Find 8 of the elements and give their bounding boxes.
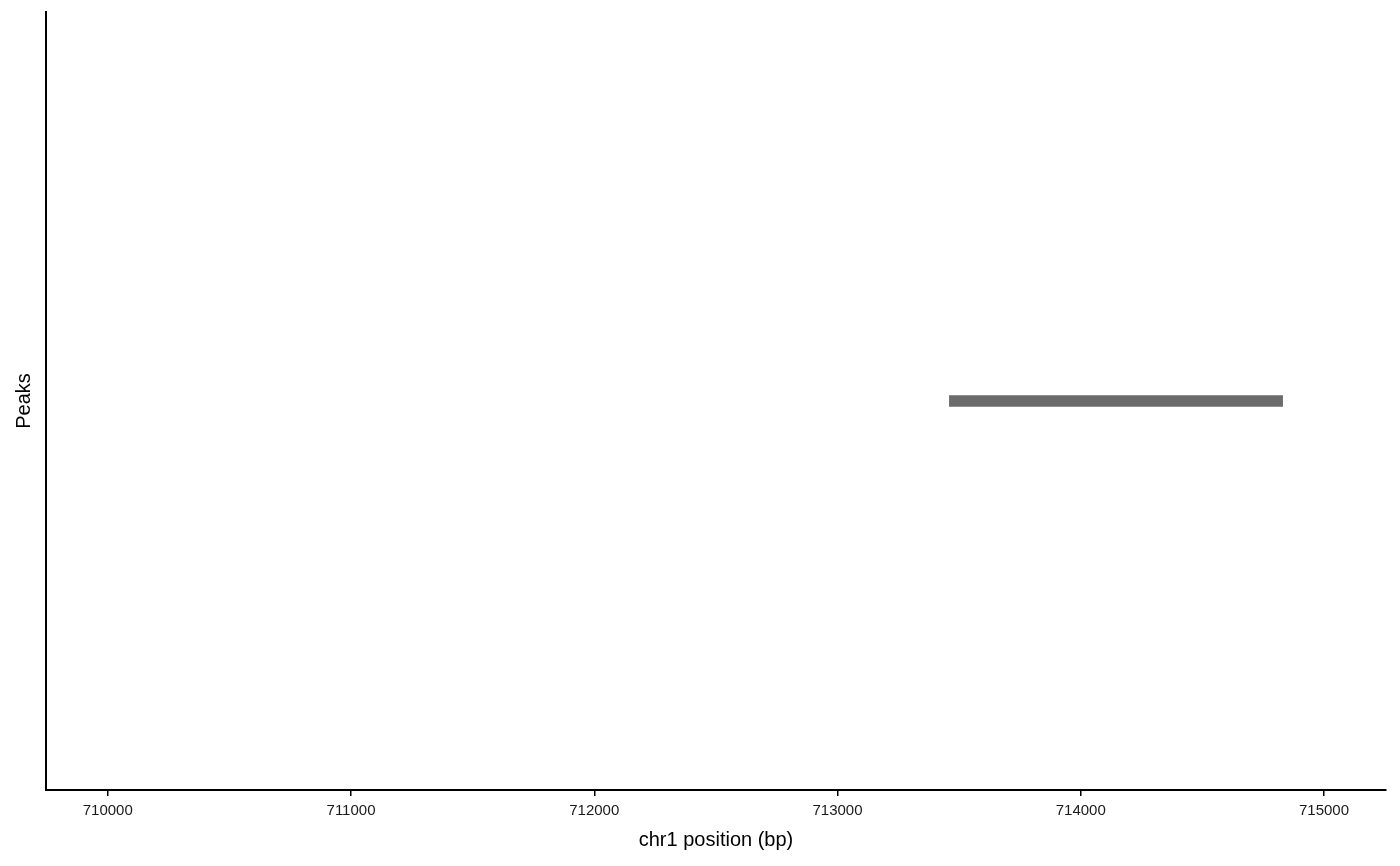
x-axis-title: chr1 position (bp) bbox=[638, 827, 794, 850]
x-tick-label: 712000 bbox=[569, 801, 620, 819]
x-tick-label: 713000 bbox=[812, 801, 863, 819]
x-tick-label: 710000 bbox=[82, 801, 133, 819]
x-tick-label: 715000 bbox=[1298, 801, 1350, 819]
x-tick-label: 711000 bbox=[326, 801, 376, 819]
y-axis-title: Peaks bbox=[11, 373, 34, 429]
x-tick-label: 714000 bbox=[1055, 801, 1106, 819]
